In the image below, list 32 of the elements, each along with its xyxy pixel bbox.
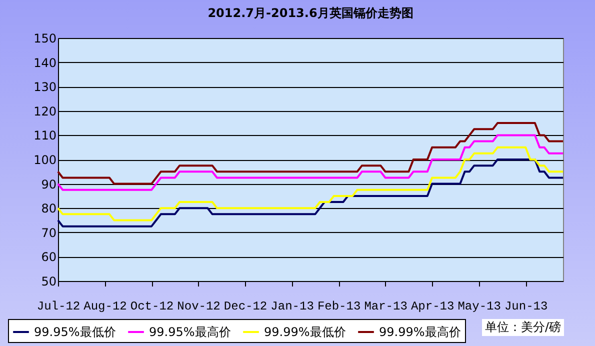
x-tick-label: Dec-12 [224,300,268,314]
y-tick-label: 100 [34,153,56,167]
line-series [57,146,564,222]
x-tick-label: May-13 [458,300,501,314]
y-tick-label: 150 [34,32,56,46]
legend-label: 99.99%最高价 [379,325,461,339]
legend-label: 99.99%最低价 [264,325,346,339]
y-tick-label: 50 [41,274,56,288]
text: 单位：美分/磅 [482,319,564,336]
y-tick-label: 110 [34,128,56,143]
x-tick-label: Feb-13 [317,300,361,314]
x-tick-label: Mar-13 [364,300,408,314]
line-series [57,158,564,228]
y-tick-label: 70 [41,226,56,240]
line-series [57,122,564,185]
legend-label: 99.95%最低价 [34,325,116,339]
y-tick-label: 120 [34,104,56,118]
x-tick-label: Nov-12 [177,300,220,314]
x-tick-label: Oct-12 [130,300,174,314]
y-tick-label: 80 [41,202,56,216]
y-tick-label: 60 [41,250,56,264]
x-tick-label: Jun-13 [504,300,548,314]
x-tick-label: Jul-12 [36,300,80,314]
y-tick-label: 90 [41,177,56,192]
chart-title: 2012.7月-2013.6月英国镉价走势图 [208,6,414,20]
x-tick-label: Aug-12 [84,300,127,314]
legend-label: 99.95%最高价 [149,325,231,339]
y-tick-label: 130 [34,80,56,94]
line-series [57,134,564,191]
y-tick-label: 140 [34,56,56,70]
x-tick-label: Apr-13 [410,300,454,314]
x-tick-label: Jan-13 [270,300,314,314]
